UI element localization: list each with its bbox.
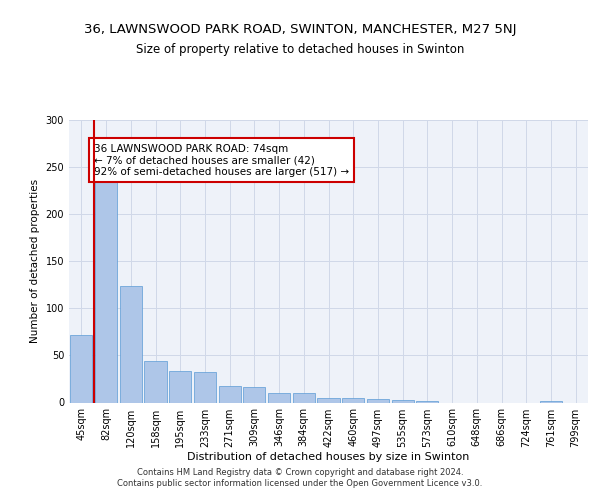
X-axis label: Distribution of detached houses by size in Swinton: Distribution of detached houses by size … xyxy=(187,452,470,462)
Bar xyxy=(169,372,191,402)
Bar xyxy=(194,372,216,402)
Y-axis label: Number of detached properties: Number of detached properties xyxy=(30,179,40,344)
Text: Contains HM Land Registry data © Crown copyright and database right 2024.
Contai: Contains HM Land Registry data © Crown c… xyxy=(118,468,482,487)
Bar xyxy=(367,398,389,402)
Text: Size of property relative to detached houses in Swinton: Size of property relative to detached ho… xyxy=(136,42,464,56)
Bar xyxy=(119,286,142,403)
Bar xyxy=(540,400,562,402)
Bar xyxy=(243,388,265,402)
Bar xyxy=(416,400,439,402)
Bar xyxy=(293,393,315,402)
Bar xyxy=(392,400,414,402)
Bar xyxy=(342,398,364,402)
Bar xyxy=(70,334,92,402)
Bar xyxy=(268,393,290,402)
Text: 36, LAWNSWOOD PARK ROAD, SWINTON, MANCHESTER, M27 5NJ: 36, LAWNSWOOD PARK ROAD, SWINTON, MANCHE… xyxy=(84,22,516,36)
Bar xyxy=(317,398,340,402)
Text: 36 LAWNSWOOD PARK ROAD: 74sqm
← 7% of detached houses are smaller (42)
92% of se: 36 LAWNSWOOD PARK ROAD: 74sqm ← 7% of de… xyxy=(94,144,349,176)
Bar xyxy=(218,386,241,402)
Bar xyxy=(95,180,117,402)
Bar xyxy=(145,361,167,403)
